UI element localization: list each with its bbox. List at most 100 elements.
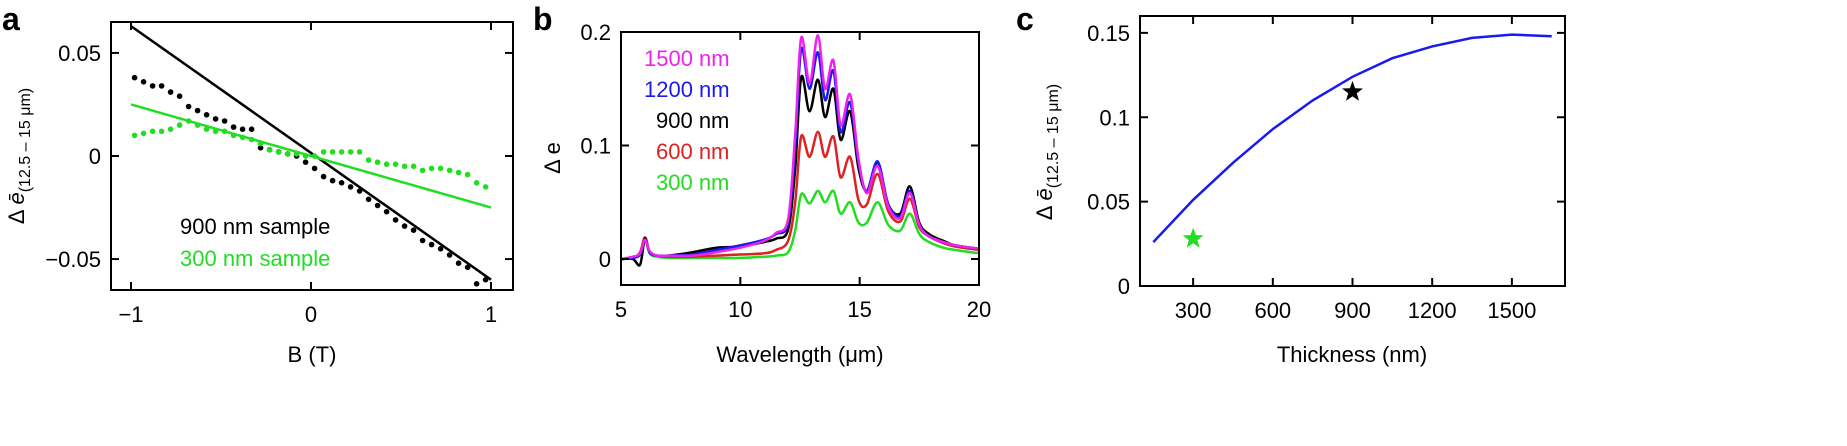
data-point-300nm xyxy=(347,149,354,155)
star-marker-900nm xyxy=(1342,80,1363,101)
data-point-300nm xyxy=(482,184,489,190)
panel-b-ytick-label: 0.2 xyxy=(580,20,611,45)
panel-b-xtick-label: 5 xyxy=(615,297,627,322)
data-point-900nm xyxy=(446,252,453,258)
panel-b-ytick-label: 0 xyxy=(599,247,611,272)
panel-b-xlabel: Wavelength (μm) xyxy=(716,342,883,367)
panel-c-ylabel: Δ ē(12.5 – 15 μm) xyxy=(1032,84,1062,220)
panel-a-ylabel: Δ ē(12.5 – 15 μm) xyxy=(4,88,34,224)
data-point-300nm xyxy=(131,132,138,139)
panel-c-ticks: 300 600 900 1200 1500 0 0.05 0.1 0.15 xyxy=(1087,16,1565,323)
panel-a-ytick-label: −0.05 xyxy=(45,247,101,272)
data-point-300nm xyxy=(437,165,444,172)
data-point-300nm xyxy=(410,163,417,170)
panel-c-ylabel-subscript: (12.5 – 15 μm) xyxy=(1045,84,1062,188)
legend-300nm: 300 nm xyxy=(656,170,729,195)
data-point-900nm xyxy=(410,227,417,233)
data-point-300nm xyxy=(158,128,165,135)
panel-a-xtick-label: 0 xyxy=(305,302,317,327)
data-point-300nm xyxy=(275,149,282,155)
panel-c-plot-area xyxy=(1152,33,1552,248)
panel-c-xlabel: Thickness (nm) xyxy=(1277,342,1427,367)
data-point-900nm xyxy=(194,107,201,114)
data-point-300nm xyxy=(248,136,255,143)
panel-b-plot-area xyxy=(620,34,980,267)
data-point-900nm xyxy=(329,177,336,184)
panel-a-xtick-label: −1 xyxy=(118,302,143,327)
panel-a-ticks: −1 0 1 −0.05 0 0.05 xyxy=(45,22,513,327)
panel-a-label: a xyxy=(2,1,20,37)
panel-a-ylabel-subscript: (12.5 – 15 μm) xyxy=(17,88,34,192)
data-point-900nm xyxy=(167,89,174,95)
data-point-300nm xyxy=(230,132,237,139)
data-point-300nm xyxy=(329,149,336,155)
panel-c-ytick-label: 0.05 xyxy=(1087,190,1130,215)
panel-a: a −1 0 1 −0.05 0 0.05 900 nm sample 300 nm sa… xyxy=(2,1,514,367)
panel-a-ylabel-symbol: ē xyxy=(4,192,29,204)
data-point-900nm xyxy=(374,202,381,209)
data-point-300nm xyxy=(185,118,192,124)
data-point-900nm xyxy=(464,264,471,271)
data-point-300nm xyxy=(365,157,372,163)
data-point-900nm xyxy=(356,188,363,194)
panel-a-ytick-label: 0 xyxy=(89,144,101,169)
panel-b-xtick-label: 10 xyxy=(728,297,752,322)
panel-b-ylabel: Δ e xyxy=(540,142,565,174)
panel-b-xtick-label: 20 xyxy=(967,297,991,322)
panel-c-label: c xyxy=(1016,1,1034,37)
data-point-300nm xyxy=(428,165,435,172)
panel-a-plot-area xyxy=(130,25,492,287)
panel-c-xtick-label: 1500 xyxy=(1487,298,1536,323)
data-point-900nm xyxy=(365,196,372,203)
data-point-900nm xyxy=(212,116,219,122)
panel-c-xtick-label: 300 xyxy=(1175,298,1212,323)
star-marker-300nm xyxy=(1182,227,1204,248)
data-point-900nm xyxy=(482,276,489,283)
data-point-300nm xyxy=(392,161,399,167)
data-point-900nm xyxy=(320,173,327,180)
data-point-300nm xyxy=(311,153,318,159)
data-point-900nm xyxy=(158,83,165,89)
data-point-900nm xyxy=(248,126,255,132)
legend-1200nm: 1200 nm xyxy=(644,77,730,102)
data-point-900nm xyxy=(419,237,426,244)
data-point-300nm xyxy=(176,122,183,128)
panel-b-xtick-label: 15 xyxy=(847,297,871,322)
series-line-300nm xyxy=(620,189,980,261)
data-point-900nm xyxy=(221,118,228,124)
panel-c-ytick-label: 0.1 xyxy=(1099,105,1130,130)
panel-a-legend: 900 nm sample 300 nm sample xyxy=(180,214,330,271)
data-point-900nm xyxy=(392,217,399,223)
panel-b-label: b xyxy=(533,1,553,37)
data-point-900nm xyxy=(149,83,156,89)
data-point-900nm xyxy=(401,223,408,229)
data-point-300nm xyxy=(239,134,246,141)
data-point-900nm xyxy=(230,124,237,130)
fit-line-900nm xyxy=(130,25,492,281)
data-point-300nm xyxy=(320,149,327,155)
legend-300nm-sample: 300 nm sample xyxy=(180,246,330,271)
data-point-900nm xyxy=(302,159,309,165)
panel-c-xtick-label: 1200 xyxy=(1408,298,1457,323)
data-point-300nm xyxy=(383,161,390,167)
data-point-900nm xyxy=(473,281,480,287)
legend-900nm: 900 nm xyxy=(656,108,729,133)
data-point-900nm xyxy=(428,241,435,248)
data-point-900nm xyxy=(437,246,444,252)
panel-c-frame xyxy=(1139,15,1566,287)
data-point-300nm xyxy=(221,128,228,135)
data-point-300nm xyxy=(284,151,291,157)
panel-a-xtick-label: 1 xyxy=(485,302,497,327)
legend-900nm-sample: 900 nm sample xyxy=(180,214,330,239)
data-point-300nm xyxy=(257,140,264,147)
data-point-900nm xyxy=(257,145,264,151)
legend-600nm: 600 nm xyxy=(656,139,729,164)
panel-c-xtick-label: 600 xyxy=(1254,298,1291,323)
data-point-300nm xyxy=(203,126,210,132)
panel-b-ticks: 5 10 15 20 0 0.1 0.2 xyxy=(580,20,991,322)
panel-a-ylabel-delta: Δ xyxy=(4,205,29,225)
simulation-line xyxy=(1152,33,1552,243)
data-point-300nm xyxy=(167,126,174,132)
panel-b-ytick-label: 0.1 xyxy=(580,134,611,159)
